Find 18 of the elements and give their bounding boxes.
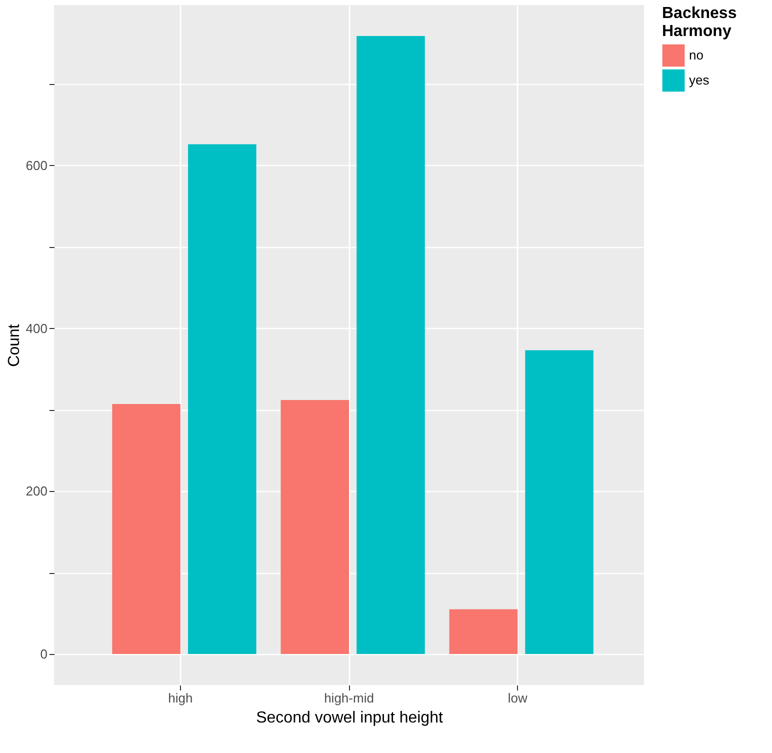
y-tick-label: 600	[26, 158, 48, 173]
y-axis-title: Count	[6, 324, 23, 367]
legend-label: no	[689, 48, 704, 62]
bar	[356, 36, 425, 654]
legend-label: yes	[689, 72, 710, 88]
x-tick-label: high	[168, 690, 193, 706]
bar	[280, 400, 349, 654]
bar	[525, 350, 594, 654]
bar	[112, 404, 180, 654]
bar	[449, 609, 518, 654]
y-tick-label: 200	[26, 484, 48, 499]
legend-title: Backness Harmony	[662, 5, 737, 40]
x-tick-label: high-mid	[324, 690, 374, 706]
x-axis-title: Second vowel input height	[256, 710, 444, 726]
y-tick-label: 400	[26, 320, 48, 336]
bar	[188, 144, 256, 654]
y-tick-label: 0	[40, 646, 48, 662]
x-tick-label: low	[508, 690, 528, 706]
